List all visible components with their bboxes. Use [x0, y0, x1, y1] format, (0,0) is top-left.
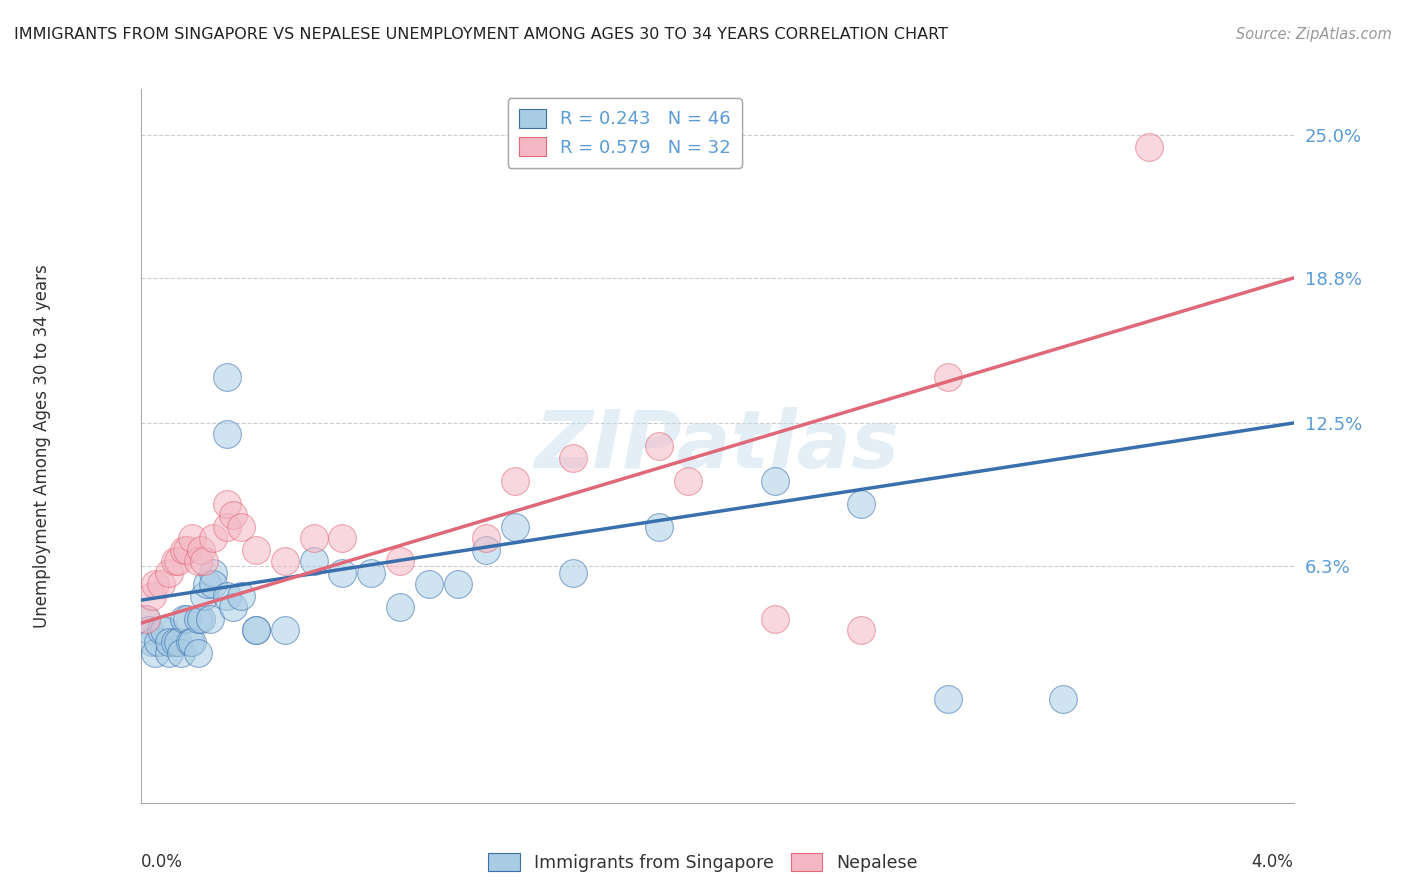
Text: Unemployment Among Ages 30 to 34 years: Unemployment Among Ages 30 to 34 years — [34, 264, 51, 628]
Point — [187, 612, 209, 626]
Point — [217, 589, 239, 603]
Point — [143, 577, 166, 591]
Point — [165, 634, 187, 648]
Point — [849, 623, 872, 637]
Point — [678, 474, 700, 488]
Point — [159, 646, 180, 660]
Point — [503, 519, 526, 533]
Point — [849, 497, 872, 511]
Point — [201, 531, 224, 545]
Text: ZIPatlas: ZIPatlas — [534, 407, 900, 485]
Point — [936, 692, 959, 706]
Point — [274, 623, 297, 637]
Point — [141, 634, 163, 648]
Point — [187, 646, 209, 660]
Point — [187, 554, 209, 568]
Point — [170, 646, 193, 660]
Legend: Immigrants from Singapore, Nepalese: Immigrants from Singapore, Nepalese — [481, 847, 925, 879]
Legend: R = 0.243   N = 46, R = 0.579   N = 32: R = 0.243 N = 46, R = 0.579 N = 32 — [508, 98, 742, 168]
Text: 4.0%: 4.0% — [1251, 853, 1294, 871]
Point — [173, 612, 195, 626]
Point — [245, 623, 267, 637]
Point — [475, 531, 498, 545]
Point — [159, 634, 180, 648]
Point — [193, 589, 215, 603]
Point — [167, 634, 190, 648]
Point — [222, 600, 245, 615]
Point — [159, 566, 180, 580]
Point — [332, 566, 354, 580]
Text: 0.0%: 0.0% — [141, 853, 183, 871]
Point — [176, 612, 198, 626]
Point — [217, 519, 239, 533]
Point — [936, 370, 959, 384]
Point — [198, 612, 221, 626]
Point — [302, 554, 325, 568]
Point — [138, 623, 160, 637]
Point — [173, 542, 195, 557]
Point — [152, 623, 174, 637]
Point — [332, 531, 354, 545]
Point — [503, 474, 526, 488]
Point — [201, 577, 224, 591]
Point — [195, 577, 218, 591]
Point — [190, 612, 212, 626]
Point — [231, 589, 253, 603]
Point — [149, 623, 172, 637]
Point — [648, 439, 671, 453]
Point — [231, 519, 253, 533]
Point — [648, 519, 671, 533]
Point — [146, 634, 169, 648]
Point — [135, 612, 157, 626]
Point — [302, 531, 325, 545]
Point — [217, 370, 239, 384]
Point — [1139, 140, 1161, 154]
Point — [1052, 692, 1074, 706]
Point — [176, 542, 198, 557]
Point — [167, 554, 190, 568]
Point — [245, 542, 267, 557]
Point — [143, 646, 166, 660]
Point — [193, 554, 215, 568]
Text: IMMIGRANTS FROM SINGAPORE VS NEPALESE UNEMPLOYMENT AMONG AGES 30 TO 34 YEARS COR: IMMIGRANTS FROM SINGAPORE VS NEPALESE UN… — [14, 27, 948, 42]
Point — [181, 531, 204, 545]
Text: Source: ZipAtlas.com: Source: ZipAtlas.com — [1236, 27, 1392, 42]
Point — [222, 508, 245, 522]
Point — [217, 497, 239, 511]
Point — [561, 450, 585, 465]
Point — [475, 542, 498, 557]
Point — [149, 577, 172, 591]
Point — [418, 577, 440, 591]
Point — [179, 634, 201, 648]
Point — [360, 566, 382, 580]
Point — [135, 612, 157, 626]
Point — [181, 634, 204, 648]
Point — [274, 554, 297, 568]
Point — [388, 600, 411, 615]
Point — [190, 542, 212, 557]
Point — [165, 554, 187, 568]
Point — [141, 589, 163, 603]
Point — [763, 612, 786, 626]
Point — [447, 577, 470, 591]
Point — [763, 474, 786, 488]
Point — [388, 554, 411, 568]
Point — [201, 566, 224, 580]
Point — [561, 566, 585, 580]
Point — [245, 623, 267, 637]
Point — [217, 427, 239, 442]
